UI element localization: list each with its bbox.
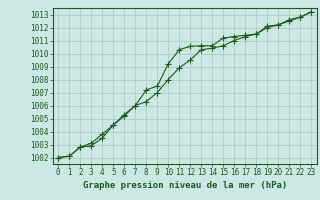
X-axis label: Graphe pression niveau de la mer (hPa): Graphe pression niveau de la mer (hPa)	[83, 181, 287, 190]
